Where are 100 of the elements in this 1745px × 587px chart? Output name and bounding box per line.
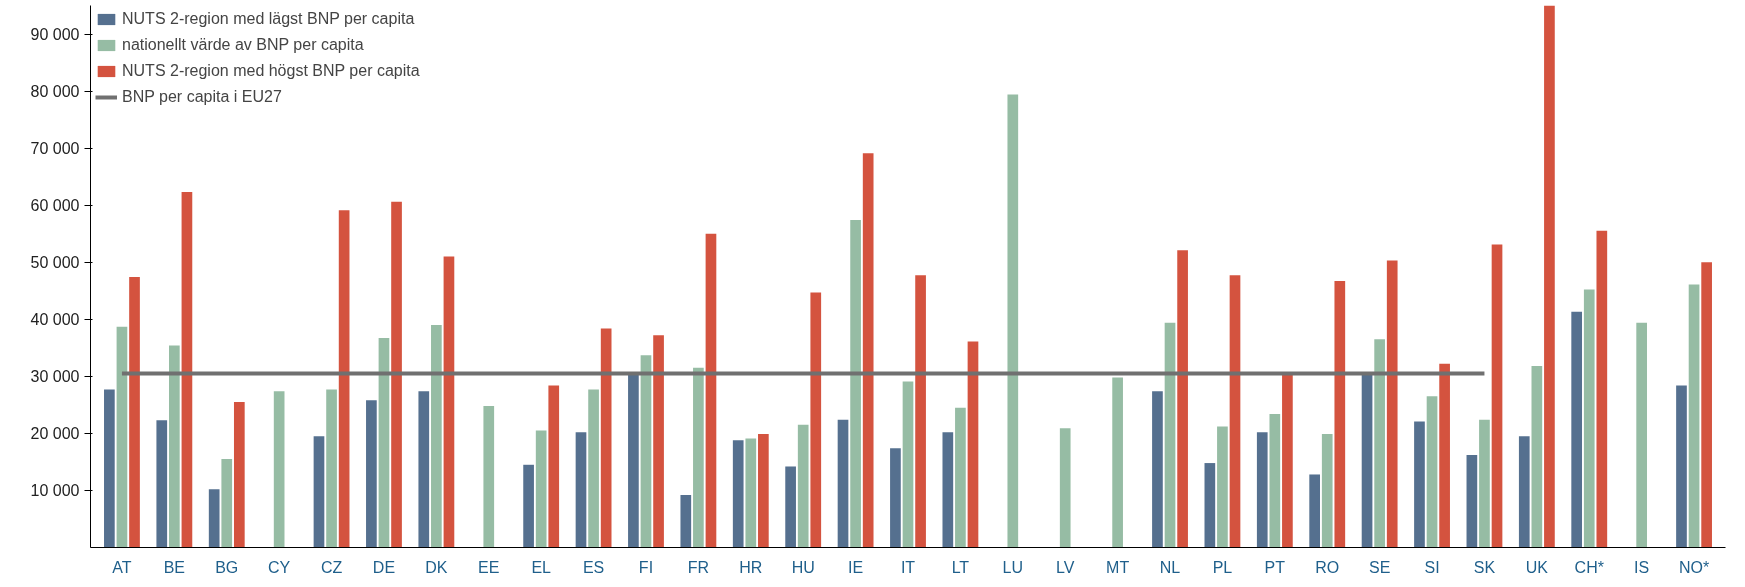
- bar: [548, 385, 560, 548]
- bar: [418, 391, 430, 548]
- bar: [1334, 281, 1346, 548]
- bar: [810, 292, 822, 548]
- x-tick-label: EL: [531, 558, 552, 576]
- bar: [1636, 322, 1647, 548]
- x-tick-label: IT: [900, 558, 916, 576]
- bar: [1439, 363, 1450, 548]
- bar: [850, 220, 861, 548]
- x-tick-label: CY: [268, 558, 291, 576]
- y-tick-label: 60 000: [30, 196, 80, 214]
- bar: [745, 438, 757, 548]
- x-tick-label: DK: [425, 558, 448, 576]
- x-tick-label: NL: [1159, 558, 1181, 576]
- bar: [1217, 426, 1228, 548]
- bar: [680, 495, 692, 548]
- bar: [902, 381, 914, 548]
- bar: [1701, 262, 1712, 548]
- bar: [391, 201, 402, 548]
- bar: [1321, 433, 1333, 548]
- bar: [1466, 455, 1478, 548]
- bar: [653, 335, 664, 548]
- x-tick-label: CZ: [320, 558, 343, 576]
- x-tick-label: HU: [791, 558, 815, 576]
- x-tick-label: IS: [1634, 558, 1650, 576]
- bar: [483, 406, 495, 548]
- bar: [431, 324, 442, 548]
- bar: [1361, 372, 1373, 548]
- bar: [1491, 244, 1503, 548]
- bar: [1688, 284, 1700, 548]
- bar: [378, 338, 390, 548]
- bar: [1518, 436, 1530, 548]
- x-tick-label: RO: [1315, 558, 1340, 576]
- bar: [1177, 250, 1188, 548]
- x-tick-label: FR: [687, 558, 710, 576]
- bar: [221, 459, 233, 548]
- bar: [181, 192, 193, 548]
- y-tick-label: 70 000: [30, 139, 80, 157]
- x-tick-label: HR: [739, 558, 763, 576]
- bar: [915, 275, 926, 548]
- x-tick-label: CH*: [1574, 558, 1604, 576]
- bar: [1544, 5, 1555, 548]
- bar: [1414, 421, 1425, 548]
- bar: [326, 389, 337, 548]
- y-tick-label: 80 000: [30, 82, 80, 100]
- x-tick-label: BG: [215, 558, 239, 576]
- bar: [1583, 289, 1595, 548]
- bar: [575, 432, 587, 548]
- x-tick-label: LT: [951, 558, 970, 576]
- y-tick-label: 10 000: [30, 481, 80, 499]
- x-tick-label: LU: [1002, 558, 1024, 576]
- x-tick-label: SE: [1368, 558, 1391, 576]
- x-tick-label: SI: [1424, 558, 1440, 576]
- bar: [890, 448, 901, 548]
- bar: [837, 419, 849, 548]
- bar: [705, 233, 717, 548]
- bar: [1676, 385, 1687, 548]
- bar: [1282, 372, 1293, 548]
- bar: [208, 489, 220, 548]
- legend-label: nationellt värde av BNP per capita: [122, 36, 364, 54]
- bar: [942, 432, 954, 548]
- x-tick-label: MT: [1106, 558, 1130, 576]
- x-tick-label: DE: [372, 558, 396, 576]
- bar: [366, 400, 377, 548]
- bar: [233, 402, 245, 548]
- y-tick-label: 90 000: [30, 25, 80, 43]
- bar: [955, 407, 966, 548]
- bar: [313, 436, 325, 548]
- bar: [523, 464, 534, 548]
- bar: [785, 466, 796, 548]
- bar: [758, 433, 769, 548]
- x-tick-label: BE: [163, 558, 186, 576]
- bar: [104, 389, 115, 548]
- bar: [1269, 414, 1281, 548]
- bar: [338, 210, 350, 548]
- y-tick-label: 40 000: [30, 310, 80, 328]
- legend-label: BNP per capita i EU27: [122, 88, 282, 106]
- bar: [1596, 230, 1608, 548]
- legend-label: NUTS 2-region med högst BNP per capita: [122, 62, 420, 80]
- bar: [588, 389, 599, 548]
- bar: [169, 345, 180, 548]
- x-tick-label: EE: [478, 558, 500, 576]
- bar: [1374, 339, 1385, 548]
- bar: [967, 341, 979, 548]
- bar: [1152, 391, 1163, 548]
- bar: [1112, 377, 1123, 548]
- bar: [600, 328, 612, 548]
- bar: [628, 373, 639, 548]
- bar: [443, 256, 455, 548]
- x-tick-label: NO*: [1678, 558, 1710, 576]
- bar: [273, 391, 285, 548]
- y-tick-label: 20 000: [30, 424, 80, 442]
- x-tick-label: LV: [1056, 558, 1075, 576]
- bar: [1386, 260, 1398, 548]
- bar: [1309, 474, 1320, 548]
- bar: [535, 430, 547, 548]
- bar: [732, 440, 744, 548]
- bar: [1007, 94, 1019, 548]
- bar: [1426, 396, 1438, 548]
- bar: [1571, 311, 1583, 548]
